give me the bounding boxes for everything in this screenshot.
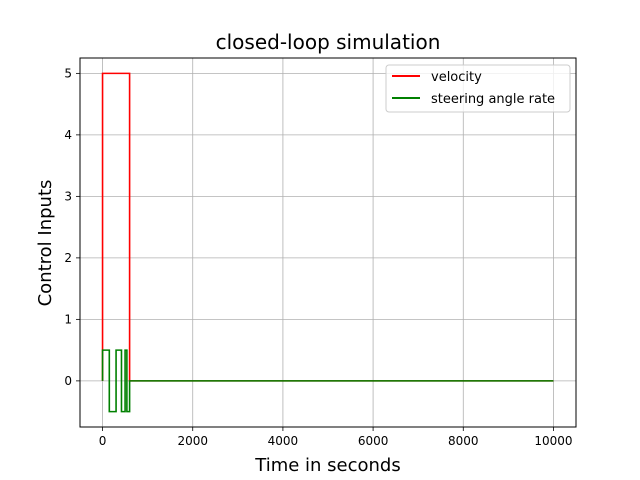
y-tick-label: 2 — [64, 251, 72, 265]
y-axis-label: Control Inputs — [35, 180, 56, 307]
y-tick-label: 5 — [64, 66, 72, 80]
legend-label-steering-angle-rate: steering angle rate — [431, 92, 555, 107]
x-axis-label: Time in seconds — [254, 455, 400, 476]
y-tick-label: 1 — [64, 312, 72, 326]
legend: velocity steering angle rate — [385, 64, 571, 113]
x-tick-label: 4000 — [268, 434, 299, 448]
y-tick-label: 3 — [64, 189, 72, 203]
series-line-velocity — [101, 72, 554, 382]
series-line-steering-angle-rate — [101, 349, 554, 413]
axis-ticks: 0 2000 4000 6000 8000 10000 0 1 2 3 4 5 — [64, 66, 572, 448]
x-tick-label: 6000 — [358, 434, 389, 448]
x-tick-label: 2000 — [177, 434, 208, 448]
series-lines — [101, 72, 554, 413]
y-tick-label: 4 — [64, 128, 72, 142]
x-tick-label: 0 — [99, 434, 107, 448]
plot-frame — [79, 57, 577, 428]
legend-box — [385, 64, 571, 113]
x-tick-label: 8000 — [448, 434, 479, 448]
y-tick-label: 0 — [64, 374, 72, 388]
chart-title: closed-loop simulation — [216, 30, 441, 54]
legend-label-velocity: velocity — [431, 70, 482, 85]
x-tick-label: 10000 — [534, 434, 572, 448]
grid — [80, 58, 576, 427]
